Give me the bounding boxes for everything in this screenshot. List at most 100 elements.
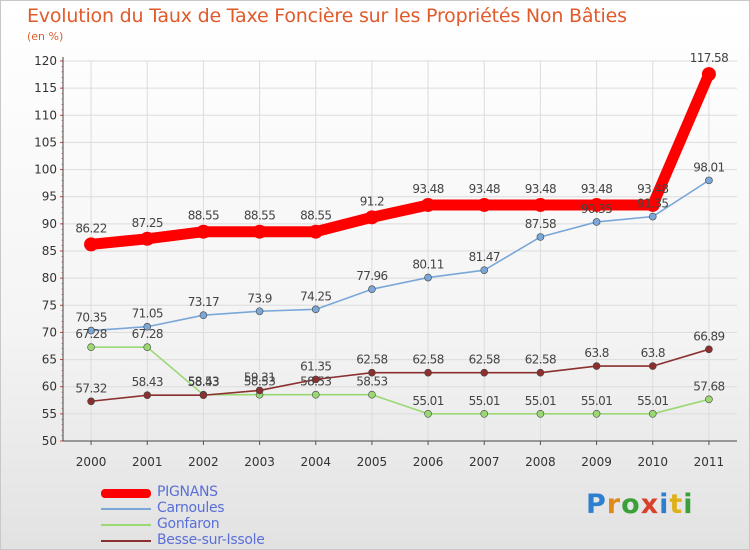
data-label-gonfaron: 55.01 xyxy=(525,394,556,408)
data-point-carnoules xyxy=(705,176,713,185)
logo-letter: P xyxy=(586,489,607,520)
data-point-pignans xyxy=(196,224,211,239)
logo-letter: o xyxy=(621,489,641,520)
x-tick-label: 2008 xyxy=(525,455,556,469)
x-tick-label: 2003 xyxy=(244,455,275,469)
data-label-carnoules: 80.11 xyxy=(412,258,443,272)
data-point-carnoules xyxy=(143,322,152,331)
data-label-carnoules: 74.25 xyxy=(300,289,331,303)
y-tick-label: 60 xyxy=(42,380,57,394)
data-label-besse-sur-issole: 63.8 xyxy=(641,346,665,360)
data-label-pignans: 88.55 xyxy=(244,209,275,223)
data-label-pignans: 93.48 xyxy=(637,182,668,196)
legend-label-pignans: PIGNANS xyxy=(157,484,218,500)
legend-item-pignans: PIGNANS xyxy=(101,484,351,501)
x-tick-label: 2002 xyxy=(188,455,219,469)
legend-item-besse-sur-issole: Besse-sur-Issole xyxy=(101,532,351,549)
data-point-carnoules xyxy=(536,233,545,241)
unit-label: (en %) xyxy=(27,30,64,43)
data-point-besse-sur-issole xyxy=(199,391,208,400)
legend-label-gonfaron: Gonfaron xyxy=(157,516,220,532)
data-label-gonfaron: 55.01 xyxy=(469,394,500,408)
data-point-carnoules xyxy=(480,266,489,274)
logo-letter: i xyxy=(683,489,694,520)
data-point-pignans xyxy=(364,210,379,225)
data-point-besse-sur-issole xyxy=(648,362,657,370)
data-label-carnoules: 71.05 xyxy=(132,307,163,321)
data-label-gonfaron: 58.53 xyxy=(300,375,331,389)
data-point-besse-sur-issole xyxy=(536,368,545,377)
data-point-besse-sur-issole xyxy=(143,391,152,400)
data-label-carnoules: 70.35 xyxy=(75,311,106,325)
x-tick-label: 2001 xyxy=(132,455,163,469)
data-point-pignans xyxy=(533,197,548,212)
data-point-besse-sur-issole xyxy=(705,345,713,354)
data-label-pignans: 117.58 xyxy=(690,51,728,65)
data-point-pignans xyxy=(701,67,716,82)
data-label-pignans: 93.48 xyxy=(525,182,556,196)
y-tick-label: 65 xyxy=(42,353,57,367)
x-tick-label: 2005 xyxy=(357,455,388,469)
data-point-gonfaron xyxy=(592,410,601,418)
legend-label-besse-sur-issole: Besse-sur-Issole xyxy=(157,532,265,548)
series-line-besse-sur-issole xyxy=(90,348,710,403)
data-label-gonfaron: 58.53 xyxy=(356,375,387,389)
data-label-gonfaron: 58.53 xyxy=(244,375,275,389)
data-label-carnoules: 91.35 xyxy=(637,197,668,211)
data-label-gonfaron: 57.68 xyxy=(693,379,724,393)
y-tick-label: 85 xyxy=(42,244,57,258)
legend-swatch-pignans xyxy=(101,489,151,498)
y-tick-label: 120 xyxy=(34,54,57,68)
data-label-besse-sur-issole: 58.43 xyxy=(188,375,219,389)
data-point-gonfaron xyxy=(705,395,713,404)
data-point-besse-sur-issole xyxy=(368,368,376,377)
data-label-pignans: 88.55 xyxy=(300,209,331,223)
data-point-carnoules xyxy=(424,273,432,282)
data-point-pignans xyxy=(645,197,660,212)
data-label-gonfaron: 67.28 xyxy=(75,327,106,341)
x-tick-label: 2010 xyxy=(637,455,668,469)
data-point-gonfaron xyxy=(143,343,152,351)
data-point-gonfaron xyxy=(424,410,432,418)
legend: PIGNANS Carnoules Gonfaron Besse-sur-Iss… xyxy=(101,484,351,549)
data-label-besse-sur-issole: 59.31 xyxy=(244,370,275,384)
data-label-besse-sur-issole: 62.58 xyxy=(469,353,500,367)
x-tick-label: 2000 xyxy=(76,455,107,469)
data-label-gonfaron: 55.01 xyxy=(637,394,668,408)
x-tick-label: 2006 xyxy=(413,455,444,469)
data-point-pignans xyxy=(421,197,436,212)
y-tick-label: 95 xyxy=(42,190,57,204)
data-point-carnoules xyxy=(199,311,208,320)
y-tick-label: 80 xyxy=(42,271,57,285)
data-label-gonfaron: 55.01 xyxy=(581,394,612,408)
legend-item-gonfaron: Gonfaron xyxy=(101,516,351,533)
data-point-carnoules xyxy=(87,326,95,335)
x-tick-label: 2009 xyxy=(581,455,612,469)
series-line-carnoules xyxy=(90,179,710,332)
data-label-gonfaron: 55.01 xyxy=(412,394,443,408)
data-label-besse-sur-issole: 58.43 xyxy=(132,375,163,389)
data-point-besse-sur-issole xyxy=(255,386,264,395)
data-label-pignans: 93.48 xyxy=(581,182,612,196)
data-label-besse-sur-issole: 66.89 xyxy=(693,329,724,343)
data-point-besse-sur-issole xyxy=(311,375,320,384)
legend-label-carnoules: Carnoules xyxy=(157,500,225,516)
logo-letter: t xyxy=(669,489,684,520)
legend-swatch-besse-sur-issole xyxy=(101,540,151,542)
data-label-pignans: 93.48 xyxy=(412,182,443,196)
legend-swatch-gonfaron xyxy=(101,524,151,526)
data-point-gonfaron xyxy=(311,390,320,399)
data-point-pignans xyxy=(84,237,99,252)
y-tick-label: 110 xyxy=(34,108,57,122)
data-point-besse-sur-issole xyxy=(480,368,489,377)
data-label-pignans: 87.25 xyxy=(132,216,163,230)
data-label-pignans: 86.22 xyxy=(75,221,106,235)
y-tick-label: 100 xyxy=(34,163,57,177)
y-tick-label: 70 xyxy=(42,325,57,339)
legend-swatch-carnoules xyxy=(101,508,151,510)
data-label-pignans: 88.55 xyxy=(188,209,219,223)
data-label-carnoules: 77.96 xyxy=(356,269,387,283)
logo-letter: r xyxy=(606,489,622,520)
x-tick-label: 2011 xyxy=(694,455,725,469)
